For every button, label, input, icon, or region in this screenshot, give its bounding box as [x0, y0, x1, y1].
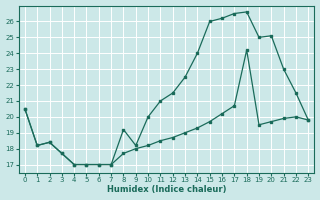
X-axis label: Humidex (Indice chaleur): Humidex (Indice chaleur) — [107, 185, 226, 194]
